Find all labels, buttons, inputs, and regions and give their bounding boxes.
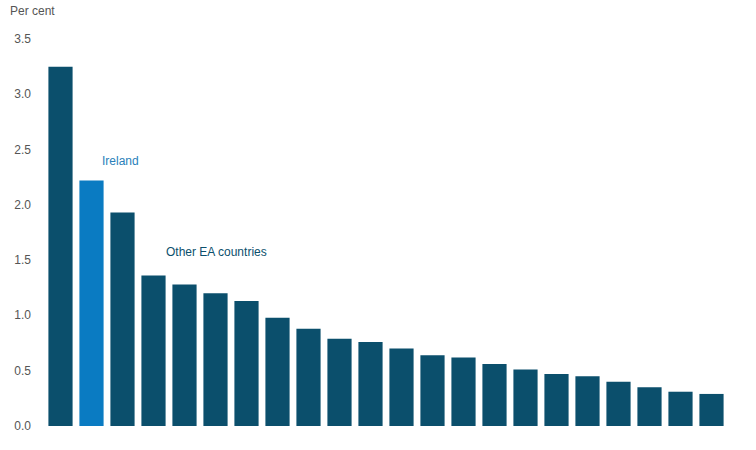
svg-text:3.0: 3.0 bbox=[14, 87, 31, 101]
svg-text:Per cent: Per cent bbox=[10, 4, 55, 18]
svg-text:0.0: 0.0 bbox=[14, 419, 31, 433]
svg-text:Other EA countries: Other EA countries bbox=[166, 245, 267, 259]
svg-text:2.5: 2.5 bbox=[14, 143, 31, 157]
svg-text:0.5: 0.5 bbox=[14, 364, 31, 378]
svg-text:1.0: 1.0 bbox=[14, 308, 31, 322]
svg-text:3.5: 3.5 bbox=[14, 32, 31, 46]
svg-text:2.0: 2.0 bbox=[14, 198, 31, 212]
svg-text:Ireland: Ireland bbox=[102, 154, 139, 168]
svg-text:1.5: 1.5 bbox=[14, 253, 31, 267]
